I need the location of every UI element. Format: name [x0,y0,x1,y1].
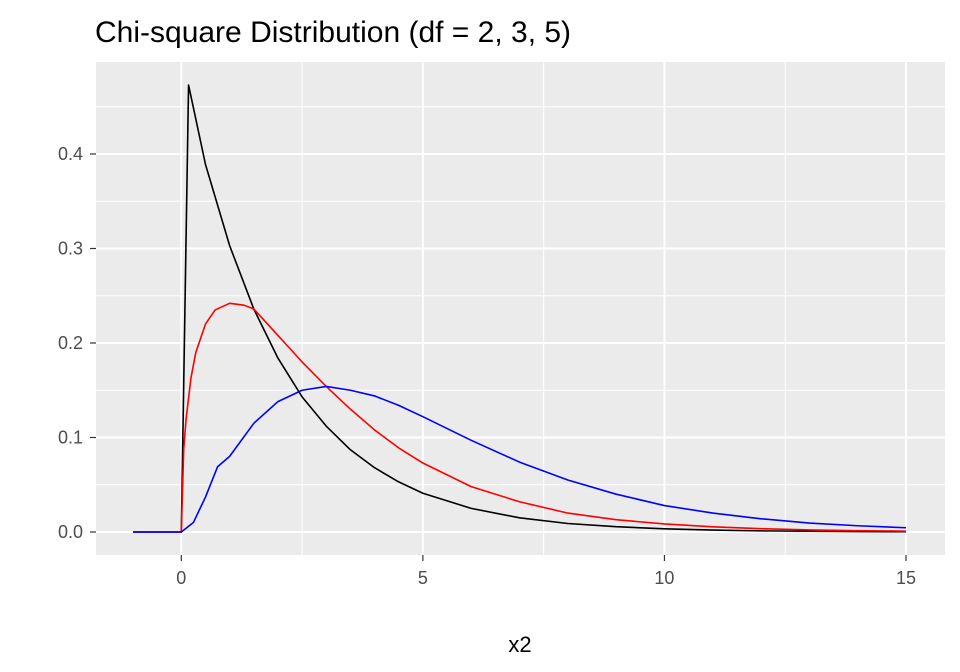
y-tick-label: 0.1 [58,427,83,447]
x-tick-label: 10 [654,568,674,588]
x-axis-label: x2 [508,632,531,657]
y-tick-label: 0.4 [58,144,83,164]
series-line-df-2 [133,84,907,533]
series-line-df-5 [133,385,907,533]
chart-title: Chi-square Distribution (df = 2, 3, 5) [95,16,571,49]
plot-panel [96,62,945,555]
x-tick-label: 5 [418,568,428,588]
series-layer [133,84,907,533]
minor-gridlines [96,62,945,555]
y-tick-label: 0.2 [58,333,83,353]
series-line-df-3 [133,302,907,533]
axis-ticks [90,153,907,561]
y-tick-label: 0.3 [58,238,83,258]
x-tick-label: 0 [176,568,186,588]
x-tick-label: 15 [896,568,916,588]
x-tick-labels: 0 5 10 15 [176,568,916,588]
y-tick-label: 0.0 [58,522,83,542]
major-gridlines [96,62,945,555]
y-tick-labels: 0.0 0.1 0.2 0.3 0.4 [58,144,83,542]
